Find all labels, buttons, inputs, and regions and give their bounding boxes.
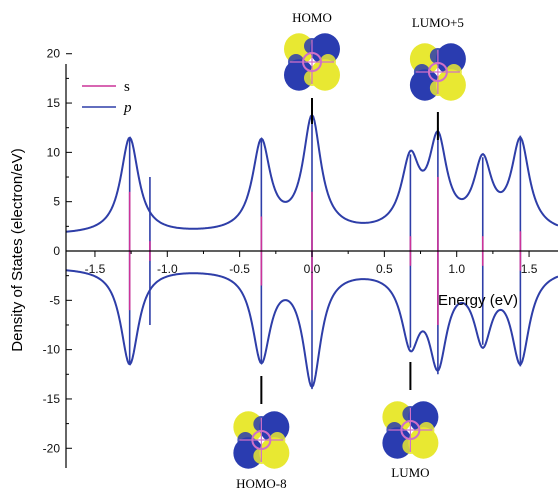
orbital-picture (284, 33, 340, 91)
y-tick-label: -15 (43, 392, 61, 406)
orbital-label: HOMO (292, 10, 332, 25)
orbital-images: HOMO LUMO+5 HOMO-8 LUMO (233, 10, 466, 491)
y-tick-label: 10 (47, 145, 61, 159)
y-tick-label: -20 (43, 441, 61, 455)
y-tick-label: 5 (53, 195, 60, 209)
x-tick-label: 1.0 (448, 262, 465, 276)
orbital-label: LUMO (391, 465, 429, 480)
orbital-label: HOMO-8 (236, 476, 287, 491)
ticks: -1.5 -1.0 -0.5 0.0 0.5 1.0 1.5 20 15 10 5 0 -5 -10 -15… (43, 47, 538, 456)
x-tick-label: 0.0 (304, 262, 321, 276)
y-tick-label: 20 (47, 47, 61, 61)
orbital-picture (382, 401, 439, 459)
orbital-picture (409, 43, 466, 101)
legend: s p (82, 79, 132, 116)
x-axis-title: Energy (eV) (438, 292, 518, 309)
x-tick-label: -0.5 (229, 262, 250, 276)
y-axis-title: Density of States (electron/eV) (9, 148, 26, 351)
orbital-label: LUMO+5 (412, 15, 464, 30)
legend-s-label: s (124, 79, 130, 95)
y-tick-label: -5 (49, 293, 60, 307)
y-tick-label: -10 (43, 343, 61, 357)
x-tick-label: 0.5 (376, 262, 393, 276)
x-tick-label: 1.5 (521, 262, 538, 276)
x-tick-label: -1.0 (157, 262, 178, 276)
y-tick-label: 0 (53, 244, 60, 258)
x-tick-label: -1.5 (85, 262, 106, 276)
legend-p-label: p (123, 100, 132, 116)
orbital-picture (233, 411, 290, 469)
y-tick-label: 15 (47, 96, 61, 110)
